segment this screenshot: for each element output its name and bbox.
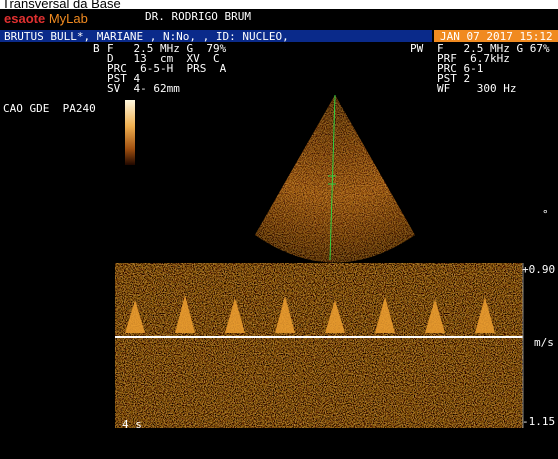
min-velocity: -1.15 bbox=[522, 415, 556, 428]
datetime: JAN 07 2017 15:12 bbox=[440, 30, 553, 43]
cursor-line bbox=[329, 94, 336, 261]
preset: CAO GDE PA240 bbox=[3, 102, 96, 115]
doppler-speckle bbox=[115, 263, 523, 428]
velocity-unit: m/s bbox=[534, 336, 554, 349]
brand: esaote bbox=[4, 11, 46, 26]
time-scale: 4 s bbox=[122, 418, 142, 431]
b-line: PST 4 bbox=[107, 72, 141, 85]
gray-bar bbox=[125, 100, 135, 165]
b-line: D 13 cm XV C bbox=[107, 52, 220, 65]
pw-line: F 2.5 MHz G 67% bbox=[437, 42, 550, 55]
title: Transversal da Base bbox=[2, 0, 121, 11]
product: MyLab bbox=[48, 11, 88, 26]
pw-line: PST 2 bbox=[437, 72, 471, 85]
b-line: SV 4- 62mm bbox=[107, 82, 180, 95]
doctor: DR. RODRIGO BRUM bbox=[145, 10, 251, 23]
datetime-box bbox=[434, 30, 558, 42]
sector-speckle bbox=[255, 95, 415, 263]
title-band bbox=[0, 0, 558, 9]
b-line: PRC 6-5-H PRS A bbox=[107, 62, 227, 75]
b-line: F 2.5 MHz G 79% bbox=[107, 42, 227, 55]
patient-bar bbox=[0, 30, 432, 42]
b-mode-label: B bbox=[93, 42, 100, 55]
pw-line: WF 300 Hz bbox=[437, 82, 517, 95]
pw-line: PRC 6-1 bbox=[437, 62, 484, 75]
doppler-envelope bbox=[125, 295, 520, 333]
max-velocity: +0.90 bbox=[522, 263, 556, 276]
patient: BRUTUS BULL*, MARIANE , N:No, , ID: NUCL… bbox=[4, 30, 289, 43]
pw-line: PRF 6.7kHz bbox=[437, 52, 510, 65]
pw-mode-label: PW bbox=[410, 42, 424, 55]
logo: esaote MyLab bbox=[4, 12, 88, 26]
angle-mark: ° bbox=[542, 208, 549, 221]
